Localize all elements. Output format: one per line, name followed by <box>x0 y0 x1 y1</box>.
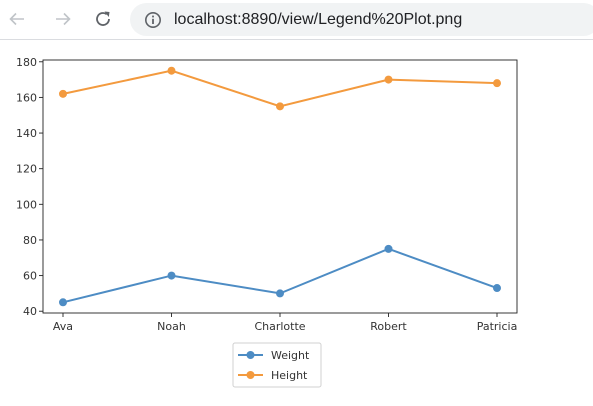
y-tick-label: 60 <box>23 270 37 283</box>
data-point-weight <box>276 289 284 298</box>
address-bar[interactable]: localhost:8890/view/Legend%20Plot.png <box>130 3 593 36</box>
back-button[interactable] <box>2 4 32 34</box>
data-point-height <box>167 66 176 75</box>
x-tick-label: Robert <box>370 320 407 333</box>
y-tick-label: 40 <box>23 305 37 318</box>
y-tick-label: 120 <box>16 163 37 176</box>
forward-arrow-icon <box>56 12 71 26</box>
y-tick-label: 160 <box>16 91 37 104</box>
y-tick-label: 100 <box>16 198 37 211</box>
plot-frame <box>42 59 518 314</box>
legend: Weight Height <box>232 342 322 388</box>
legend-marker-weight <box>246 351 255 359</box>
y-tick-label: 180 <box>16 56 37 69</box>
browser-toolbar: localhost:8890/view/Legend%20Plot.png <box>0 0 593 40</box>
data-point-weight <box>167 271 176 280</box>
data-point-weight <box>384 244 393 253</box>
y-tick-label: 140 <box>16 127 37 140</box>
legend-label-height: Height <box>271 369 308 382</box>
data-point-weight <box>59 298 67 307</box>
line-chart: 40 60 80 100 120 140 160 180 Ava Noah Charlotte Ro… <box>16 56 518 388</box>
back-arrow-icon <box>9 12 24 26</box>
data-point-height <box>384 75 393 84</box>
data-point-weight <box>493 284 501 293</box>
data-point-height <box>276 102 284 111</box>
legend-label-weight: Weight <box>271 349 310 362</box>
x-tick-label: Noah <box>157 320 186 333</box>
y-axis: 40 60 80 100 120 140 160 180 <box>16 56 43 318</box>
x-axis: Ava Noah Charlotte Robert Patricia <box>53 313 517 333</box>
info-icon[interactable] <box>144 11 162 29</box>
y-tick-label: 80 <box>23 234 37 247</box>
forward-button[interactable] <box>48 4 78 34</box>
series-layer <box>59 66 501 307</box>
x-tick-label: Ava <box>53 320 73 333</box>
x-tick-label: Patricia <box>477 320 518 333</box>
url-text[interactable]: localhost:8890/view/Legend%20Plot.png <box>174 11 463 28</box>
legend-marker-height <box>246 371 255 379</box>
series-line-height <box>62 69 498 108</box>
x-tick-label: Charlotte <box>254 320 305 333</box>
reload-button[interactable] <box>88 4 118 34</box>
data-point-height <box>493 79 501 88</box>
reload-icon <box>96 11 110 26</box>
data-point-height <box>59 89 67 98</box>
